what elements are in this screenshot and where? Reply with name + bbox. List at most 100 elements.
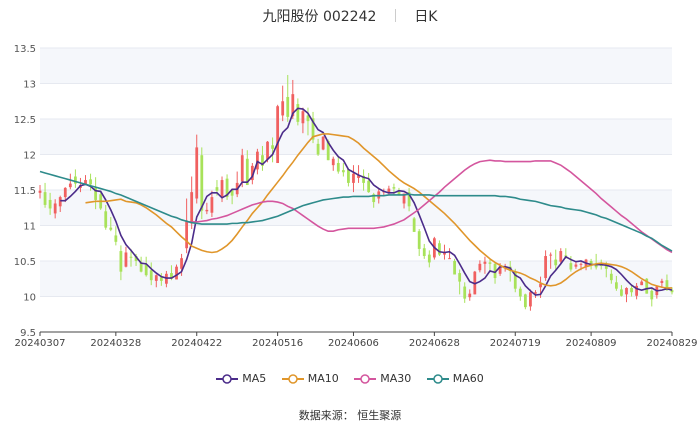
candle-body bbox=[488, 262, 492, 264]
ma-line-ma10 bbox=[85, 133, 672, 289]
candle-body bbox=[296, 104, 300, 122]
candle-body bbox=[321, 136, 325, 150]
candle-body bbox=[438, 243, 441, 255]
candle-body bbox=[245, 158, 249, 186]
y-tick-label: 12.5 bbox=[14, 115, 36, 126]
candle-body bbox=[453, 261, 456, 275]
candle-body bbox=[311, 118, 315, 140]
candle-body bbox=[154, 275, 158, 281]
candle-body bbox=[119, 251, 123, 272]
plot-band bbox=[40, 48, 672, 84]
candle-body bbox=[190, 192, 194, 224]
candle-body bbox=[660, 280, 664, 284]
candle-body bbox=[554, 259, 558, 266]
candle-body bbox=[331, 158, 335, 166]
candle-body bbox=[665, 280, 669, 291]
candle-body bbox=[336, 163, 340, 172]
candle-body bbox=[569, 263, 573, 270]
candle-body bbox=[306, 115, 310, 122]
candle-body bbox=[513, 271, 517, 289]
legend-label-ma30: MA30 bbox=[380, 372, 412, 385]
legend-item-ma60[interactable]: MA60 bbox=[426, 372, 484, 385]
candle-body bbox=[144, 264, 148, 276]
stock-name: 九阳股份 bbox=[262, 9, 319, 25]
candle-body bbox=[549, 254, 553, 256]
candle-body bbox=[448, 258, 451, 260]
candle-body bbox=[175, 266, 178, 280]
candle-body bbox=[387, 188, 391, 194]
candle-body bbox=[645, 278, 649, 294]
candle-body bbox=[114, 235, 118, 242]
y-tick-label: 12 bbox=[23, 151, 36, 162]
candle-body bbox=[48, 199, 52, 209]
x-tick-label: 20240606 bbox=[328, 338, 379, 349]
y-tick-label: 11.5 bbox=[14, 186, 36, 197]
candle-body bbox=[397, 191, 401, 195]
candle-body bbox=[185, 220, 189, 249]
x-tick-label: 20240628 bbox=[409, 338, 460, 349]
y-tick-label: 11 bbox=[23, 222, 36, 233]
candle-body bbox=[574, 264, 578, 267]
candle-body bbox=[412, 218, 416, 232]
candle-body bbox=[650, 290, 654, 300]
legend-label-ma5: MA5 bbox=[242, 372, 267, 385]
candle-body bbox=[635, 285, 638, 296]
ma-line-ma60 bbox=[39, 170, 673, 252]
candle-body bbox=[159, 277, 163, 281]
candle-body bbox=[341, 170, 345, 173]
legend-item-ma5[interactable]: MA5 bbox=[216, 372, 266, 385]
candle-body bbox=[594, 264, 598, 268]
candle-body bbox=[422, 248, 426, 257]
legend-marker-ma5 bbox=[216, 373, 239, 384]
legend-marker-ma30 bbox=[354, 373, 377, 384]
candle-body bbox=[281, 101, 285, 116]
candle-body bbox=[195, 147, 199, 199]
x-tick-label: 20240809 bbox=[566, 338, 617, 349]
candle-body bbox=[518, 288, 522, 297]
x-tick-label: 20240829 bbox=[647, 338, 698, 349]
candle-body bbox=[63, 187, 67, 198]
candle-body bbox=[352, 173, 355, 183]
candle-body bbox=[427, 254, 431, 263]
candle-body bbox=[478, 263, 482, 271]
ma-line-ma30 bbox=[186, 159, 673, 254]
candle-body bbox=[84, 180, 87, 186]
legend-item-ma10[interactable]: MA10 bbox=[281, 372, 339, 385]
candle-body bbox=[225, 178, 229, 198]
y-tick-label: 10.5 bbox=[14, 257, 36, 268]
title-separator bbox=[394, 9, 396, 22]
legend-item-ma30[interactable]: MA30 bbox=[354, 372, 411, 385]
candle-body bbox=[417, 231, 421, 249]
candle-body bbox=[362, 175, 365, 183]
candle-body bbox=[129, 256, 133, 258]
chart-title: 九阳股份 002242 日K bbox=[0, 6, 700, 26]
x-tick-label: 20240328 bbox=[90, 338, 141, 349]
y-tick-label: 9.5 bbox=[20, 328, 36, 339]
candle-body bbox=[534, 292, 537, 294]
candle-body bbox=[43, 192, 47, 205]
candle-body bbox=[493, 263, 497, 279]
candle-body bbox=[134, 256, 138, 261]
y-tick-label: 10 bbox=[23, 293, 36, 304]
candle-body bbox=[483, 261, 487, 264]
candle-body bbox=[58, 197, 62, 207]
candle-body bbox=[316, 143, 320, 155]
candle-body bbox=[74, 176, 77, 184]
candle-body bbox=[266, 141, 269, 160]
data-source: 数据来源： 恒生聚源 bbox=[298, 409, 402, 422]
candle-body bbox=[276, 106, 280, 164]
candle-body bbox=[286, 96, 290, 117]
candle-body bbox=[180, 258, 183, 269]
candle-body bbox=[559, 251, 563, 262]
candle-body bbox=[357, 175, 360, 178]
candle-body bbox=[326, 141, 330, 161]
candle-body bbox=[170, 273, 173, 279]
chart-legend: MA5 MA10 MA30 MA60 bbox=[0, 372, 700, 387]
candle-body bbox=[104, 211, 108, 228]
candle-body bbox=[589, 261, 593, 266]
candle-body bbox=[523, 294, 527, 308]
candle-body bbox=[210, 197, 214, 213]
x-tick-label: 20240516 bbox=[252, 338, 303, 349]
candle-body bbox=[468, 293, 472, 298]
candle-body bbox=[640, 281, 644, 286]
